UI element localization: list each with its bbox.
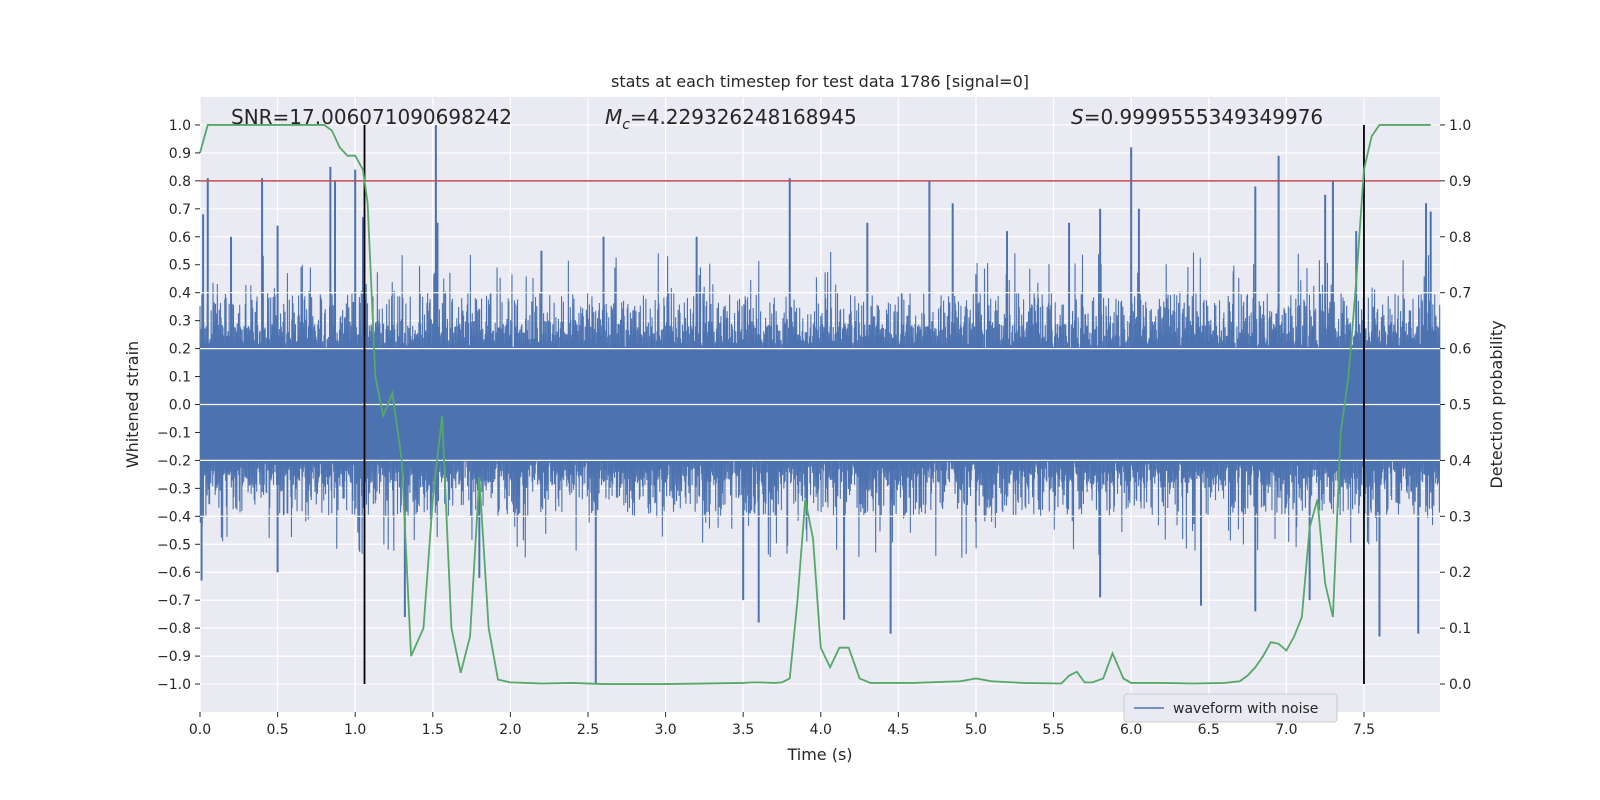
chart-title: stats at each timestep for test data 178… (611, 72, 1029, 91)
x-tick-label: 1.0 (344, 722, 366, 738)
x-tick-label: 3.0 (654, 722, 676, 738)
detection-probability-line (199, 124, 1431, 685)
mc-subscript: c (622, 117, 630, 133)
y-left-tick-label: −0.6 (157, 565, 191, 581)
y-right-tick-label: 0.6 (1449, 342, 1471, 358)
y-left-tick-label: −0.3 (157, 481, 191, 497)
snr-annotation: SNR=17.006071090698242 (231, 105, 512, 129)
x-tick-label: 2.0 (499, 722, 521, 738)
y-right-tick-label: 0.0 (1449, 677, 1471, 693)
x-tick-label: 6.5 (1198, 722, 1220, 738)
x-tick-label: 4.5 (887, 722, 909, 738)
y-right-tick-label: 0.7 (1449, 286, 1471, 302)
y-left-tick-label: 0.8 (169, 174, 191, 190)
y-left-tick-label: 0.5 (169, 258, 191, 274)
x-tick-label: 6.0 (1120, 722, 1142, 738)
y-left-tick-label: −0.1 (157, 425, 191, 441)
y-right-tick-label: 0.1 (1449, 621, 1471, 637)
y-left-tick-label: 0.2 (169, 342, 191, 358)
y-left-tick-label: −0.2 (157, 453, 191, 469)
y-left-tick-label: 0.0 (169, 398, 191, 414)
y-left-tick-label: 0.3 (169, 314, 191, 330)
y-left-tick-label: −1.0 (157, 677, 191, 693)
mc-value: =4.229326248168945 (630, 105, 857, 129)
legend-label: waveform with noise (1173, 701, 1318, 717)
vertical-markers (363, 124, 1365, 685)
x-tick-label: 5.5 (1042, 722, 1064, 738)
y-left-tick-label: 0.7 (169, 202, 191, 218)
y-right-tick-label: 0.2 (1449, 565, 1471, 581)
x-tick-label: 3.5 (732, 722, 754, 738)
x-tick-label: 5.0 (965, 722, 987, 738)
x-tick-label: 0.0 (189, 722, 211, 738)
s-value: =0.9999555349349976 (1084, 105, 1323, 129)
y-right-tick-label: 0.5 (1449, 398, 1471, 414)
y-right-tick-label: 0.9 (1449, 174, 1471, 190)
x-tick-label: 7.5 (1353, 722, 1375, 738)
x-axis-label: Time (s) (786, 745, 852, 764)
legend: waveform with noise (1123, 693, 1338, 723)
y-left-tick-label: −0.4 (157, 509, 191, 525)
y-left-tick-label: 0.9 (169, 146, 191, 162)
s-symbol: S (1071, 105, 1084, 129)
axes: 0.0 0.5 1.0 1.5 2.0 2.5 3.0 3.5 4.0 4.5 5.0 5.5 6.0 6… (157, 118, 1471, 738)
y-axis-left-label: Whitened strain (123, 341, 142, 468)
s-annotation: S=0.9999555349349976 (1071, 105, 1323, 129)
y-left-tick-label: −0.7 (157, 593, 191, 609)
detection-probability-series (199, 124, 1431, 685)
y-axis-right-label: Detection probability (1487, 320, 1506, 488)
y-left-tick-label: 1.0 (169, 118, 191, 134)
y-right-tick-label: 0.8 (1449, 230, 1471, 246)
mc-annotation: Mc=4.229326248168945 (605, 105, 857, 133)
mc-symbol: M (605, 105, 622, 129)
x-tick-label: 4.0 (810, 722, 832, 738)
x-tick-label: 1.5 (422, 722, 444, 738)
y-left-tick-label: 0.4 (169, 286, 191, 302)
x-tick-label: 2.5 (577, 722, 599, 738)
waveform-series (199, 124, 1441, 685)
y-right-tick-label: 0.4 (1449, 453, 1471, 469)
y-right-tick-label: 0.3 (1449, 509, 1471, 525)
y-left-tick-label: −0.8 (157, 621, 191, 637)
x-tick-label: 7.0 (1275, 722, 1297, 738)
y-left-tick-label: 0.6 (169, 230, 191, 246)
y-left-tick-label: 0.1 (169, 370, 191, 386)
y-left-tick-label: −0.5 (157, 537, 191, 553)
x-tick-label: 0.5 (266, 722, 288, 738)
y-right-tick-label: 1.0 (1449, 118, 1471, 134)
y-left-tick-label: −0.9 (157, 649, 191, 665)
legend-box (1123, 693, 1338, 723)
